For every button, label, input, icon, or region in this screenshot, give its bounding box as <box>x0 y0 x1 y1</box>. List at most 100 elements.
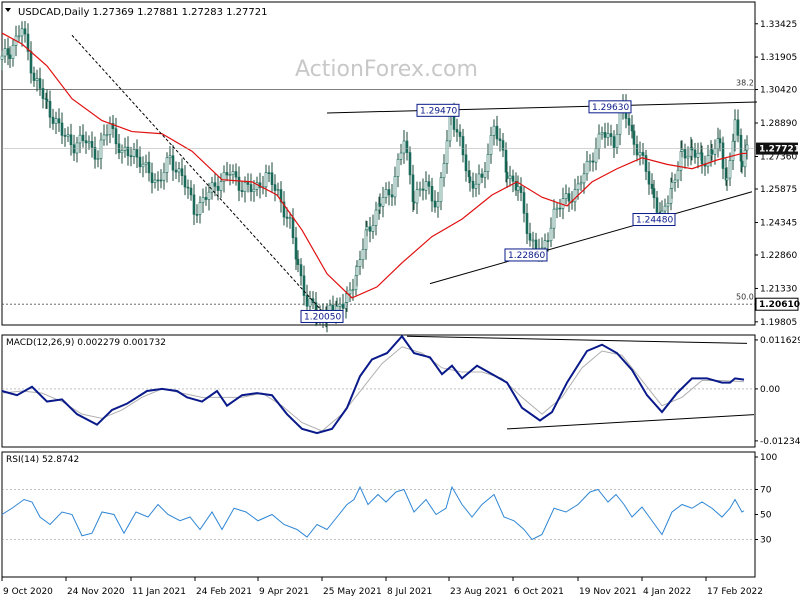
candle-body <box>276 189 280 191</box>
level-50-box <box>755 297 799 311</box>
fib-level-label: 38.2 <box>736 79 754 88</box>
candle-body <box>355 266 359 276</box>
candle-body <box>731 140 735 161</box>
price-y-tick-label: 1.22860 <box>760 251 797 261</box>
candle-body <box>492 125 496 136</box>
candle-body <box>8 54 12 59</box>
candle-body <box>471 180 475 189</box>
candle-body <box>652 188 656 199</box>
candle-body <box>126 146 130 157</box>
candle-body <box>461 136 465 156</box>
candle-body <box>736 119 740 136</box>
candle-body <box>216 186 220 191</box>
candle-body <box>114 128 118 145</box>
candle-body <box>105 134 109 136</box>
x-tick-label: 24 Nov 2020 <box>67 587 125 597</box>
candle-body <box>498 138 502 141</box>
candle-body <box>180 168 184 177</box>
candle-body <box>387 189 391 196</box>
candle-body <box>305 295 309 307</box>
candle-body <box>546 240 550 242</box>
candle-body <box>11 45 15 59</box>
candle-body <box>567 193 571 202</box>
candle-body <box>549 227 553 242</box>
candle-body <box>552 208 556 229</box>
candle-body <box>75 142 79 154</box>
candle-body <box>606 133 610 138</box>
candle-body <box>341 303 345 309</box>
x-tick-label: 11 Jan 2021 <box>132 587 186 597</box>
candle-body <box>576 183 580 190</box>
candle-body <box>558 207 562 210</box>
chart-title: USDCAD,Daily 1.27369 1.27881 1.27283 1.2… <box>18 7 268 18</box>
candle-body <box>348 289 352 295</box>
candle-body <box>573 189 577 203</box>
candle-body <box>296 258 300 265</box>
price-y-tick-label: 1.30420 <box>760 86 797 96</box>
candle-body <box>144 161 148 165</box>
price-y-tick-label: 1.19805 <box>760 318 797 328</box>
candle-body <box>721 142 725 169</box>
x-tick-label: 8 Jul 2021 <box>387 587 432 597</box>
candle-body <box>516 186 520 191</box>
candle-body <box>603 132 607 138</box>
candle-body <box>430 186 434 202</box>
price-y-tick-label: 1.24345 <box>760 218 797 228</box>
candle-body <box>663 205 667 212</box>
candle-body <box>177 168 181 173</box>
candle-body <box>237 176 241 191</box>
candle-body <box>486 154 490 172</box>
candle-body <box>345 293 349 303</box>
candle-body <box>455 129 459 133</box>
candle-body <box>683 149 687 159</box>
candle-body <box>644 155 648 172</box>
candle-body <box>267 172 271 175</box>
candle-body <box>207 191 211 200</box>
price-annotation-box <box>504 248 548 262</box>
candle-body <box>294 237 298 260</box>
candle-body <box>192 194 196 215</box>
price-y-tick-label: 1.21330 <box>760 284 797 294</box>
candle-body <box>531 239 535 242</box>
candle-body <box>361 249 365 261</box>
candle-body <box>638 152 642 156</box>
candle-body <box>627 118 631 126</box>
x-tick-label: 9 Apr 2021 <box>259 587 309 597</box>
price-y-tick-label: 1.25875 <box>760 185 797 195</box>
candle-body <box>285 216 289 219</box>
candle-body <box>255 182 259 190</box>
candle-body <box>615 133 619 148</box>
candle-body <box>582 173 586 184</box>
candle-body <box>635 144 639 156</box>
rsi-y-tick-label: 100 <box>760 453 777 463</box>
candle-body <box>561 198 565 209</box>
candle-body <box>618 111 622 135</box>
candle-body <box>555 207 559 210</box>
candle-body <box>680 149 684 152</box>
x-tick-label: 23 Aug 2021 <box>450 587 508 597</box>
candle-body <box>706 155 710 167</box>
candle-body <box>609 133 613 137</box>
candle-body <box>225 172 229 176</box>
rsi-panel <box>1 451 756 578</box>
macd-y-tick-label: -0.012348 <box>760 437 800 447</box>
price-annotation-box <box>416 103 460 117</box>
candle-body <box>57 118 61 124</box>
candle-body <box>522 192 526 214</box>
candle-body <box>168 155 172 159</box>
candle-body <box>102 134 106 141</box>
candle-body <box>393 176 397 198</box>
candle-body <box>480 173 484 178</box>
candle-body <box>51 116 55 124</box>
price-annotation: 1.29470 <box>420 106 457 116</box>
x-tick-label: 9 Oct 2020 <box>3 587 53 597</box>
candle-body <box>93 147 97 160</box>
candle-body <box>655 197 659 213</box>
current-price-label: 1.27721 <box>759 145 800 155</box>
candle-body <box>135 149 139 158</box>
candle-body <box>396 159 400 177</box>
candle-body <box>647 171 651 185</box>
candle-body <box>222 172 226 182</box>
candle-body <box>415 189 419 204</box>
